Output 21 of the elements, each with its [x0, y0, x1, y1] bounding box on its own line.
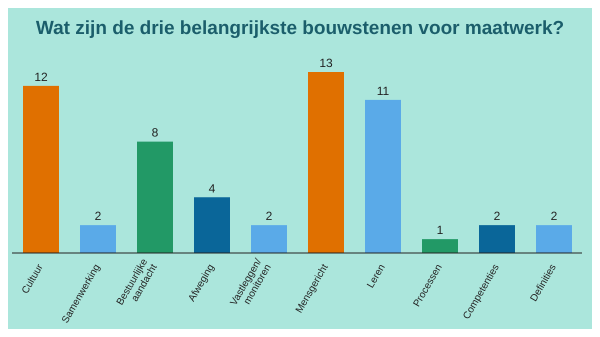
bar [23, 86, 59, 253]
chart-title: Wat zijn de drie belangrijkste bouwstenen voor maatwerk? [34, 17, 566, 41]
bar [194, 197, 230, 253]
data-label: 2 [94, 209, 102, 224]
data-label: 2 [550, 209, 558, 224]
data-label: 2 [494, 209, 501, 224]
bar [422, 239, 458, 253]
data-label: 2 [266, 209, 273, 224]
data-label: 4 [208, 181, 216, 196]
data-label: 8 [152, 126, 159, 140]
bar [80, 225, 116, 253]
data-label: 12 [34, 70, 48, 84]
data-label: 1 [436, 223, 444, 238]
bar [536, 225, 572, 253]
bar [251, 225, 287, 253]
data-label: 11 [376, 84, 390, 98]
bar [479, 225, 515, 253]
bar [365, 100, 401, 253]
data-label: 13 [319, 56, 333, 70]
bar [308, 72, 344, 253]
bar [137, 142, 173, 253]
